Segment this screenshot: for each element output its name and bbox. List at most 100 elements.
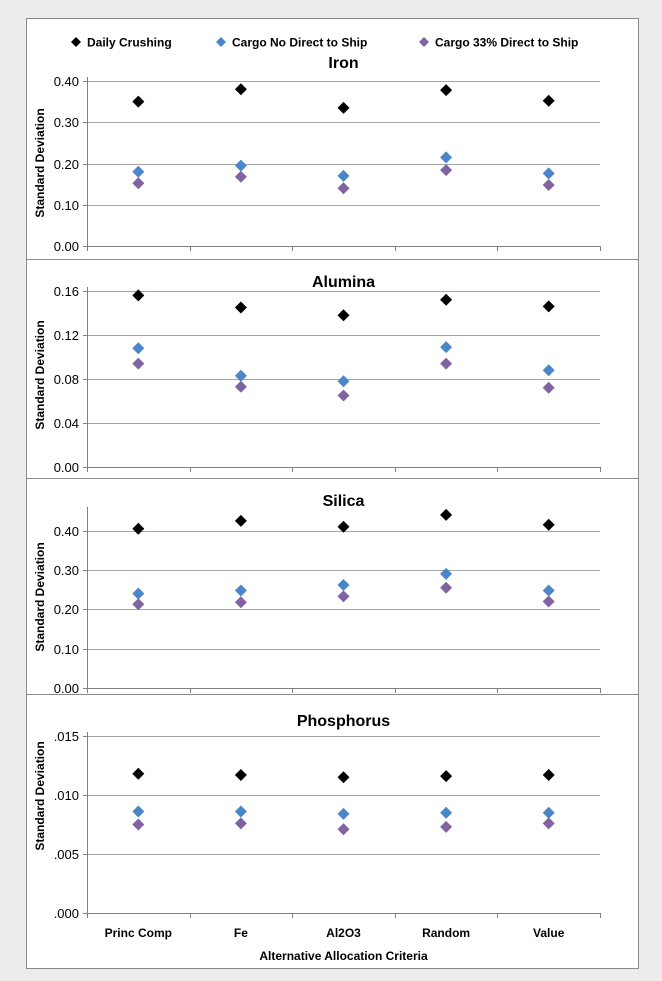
y-axis-title-iron: Standard Deviation [33, 108, 47, 217]
y-tick-label-iron: 0.10 [54, 198, 79, 213]
y-tick-label-silica: 0.00 [54, 681, 79, 696]
data-point-iron-cargo-no-direct-to-ship-random [440, 151, 453, 164]
data-point-alumina-daily-crushing-princ-comp [132, 289, 145, 302]
data-point-silica-cargo-no-direct-to-ship-al2o3 [337, 578, 350, 591]
panel-frame-silica [26, 478, 639, 695]
data-point-iron-cargo-no-direct-to-ship-fe [234, 159, 247, 172]
data-point-iron-daily-crushing-value [542, 94, 555, 107]
y-tick-label-silica: 0.10 [54, 642, 79, 657]
data-point-silica-daily-crushing-fe [234, 514, 247, 527]
data-point-phosphorus-cargo-no-direct-to-ship-value [542, 806, 555, 819]
data-point-silica-cargo-no-direct-to-ship-fe [234, 584, 247, 597]
y-tick-label-iron: 0.00 [54, 239, 79, 254]
legend-marker-daily-crushing [71, 37, 81, 47]
panel-title-phosphorus: Phosphorus [297, 713, 390, 730]
legend-marker-cargo-33-direct-to-ship [419, 37, 429, 47]
data-point-phosphorus-cargo-no-direct-to-ship-al2o3 [337, 807, 350, 820]
panel-title-alumina: Alumina [312, 274, 375, 291]
data-point-alumina-cargo-no-direct-to-ship-al2o3 [337, 375, 350, 388]
data-point-iron-cargo-no-direct-to-ship-al2o3 [337, 169, 350, 182]
x-category-label-princ-comp: Princ Comp [105, 926, 172, 940]
y-tick-label-iron: 0.20 [54, 157, 79, 172]
data-point-phosphorus-daily-crushing-al2o3 [337, 771, 350, 784]
y-tick-label-phosphorus: .000 [54, 906, 79, 921]
panel-title-silica: Silica [323, 493, 365, 510]
data-point-alumina-daily-crushing-al2o3 [337, 309, 350, 322]
data-point-alumina-daily-crushing-random [440, 293, 453, 306]
panel-frame-iron [26, 18, 639, 260]
y-tick-label-iron: 0.30 [54, 115, 79, 130]
y-tick-label-iron: 0.40 [54, 74, 79, 89]
x-category-label-al2o3: Al2O3 [326, 926, 361, 940]
data-point-iron-cargo-33-direct-to-ship-al2o3 [337, 182, 350, 195]
data-point-phosphorus-cargo-33-direct-to-ship-random [440, 820, 453, 833]
x-category-label-fe: Fe [234, 926, 248, 940]
y-tick-label-phosphorus: .010 [54, 788, 79, 803]
x-category-label-random: Random [422, 926, 470, 940]
legend-label-cargo-no-direct-to-ship: Cargo No Direct to Ship [232, 36, 367, 50]
data-point-phosphorus-cargo-33-direct-to-ship-value [542, 817, 555, 830]
x-axis-title: Alternative Allocation Criteria [259, 949, 428, 963]
data-point-phosphorus-cargo-no-direct-to-ship-random [440, 806, 453, 819]
data-point-phosphorus-daily-crushing-fe [234, 768, 247, 781]
data-point-phosphorus-cargo-33-direct-to-ship-fe [234, 817, 247, 830]
data-point-silica-cargo-33-direct-to-ship-value [542, 595, 555, 608]
data-point-silica-daily-crushing-princ-comp [132, 522, 145, 535]
data-point-silica-cargo-33-direct-to-ship-al2o3 [337, 590, 350, 603]
data-point-phosphorus-cargo-33-direct-to-ship-al2o3 [337, 823, 350, 836]
data-point-silica-cargo-33-direct-to-ship-random [440, 581, 453, 594]
legend-marker-cargo-no-direct-to-ship [216, 37, 226, 47]
data-point-phosphorus-daily-crushing-princ-comp [132, 767, 145, 780]
data-point-alumina-cargo-no-direct-to-ship-fe [234, 369, 247, 382]
data-point-iron-daily-crushing-princ-comp [132, 95, 145, 108]
legend-label-daily-crushing: Daily Crushing [87, 36, 172, 50]
data-point-iron-cargo-no-direct-to-ship-princ-comp [132, 165, 145, 178]
data-point-iron-cargo-33-direct-to-ship-fe [234, 170, 247, 183]
data-point-iron-cargo-no-direct-to-ship-value [542, 167, 555, 180]
data-point-silica-cargo-33-direct-to-ship-fe [234, 596, 247, 609]
data-point-iron-cargo-33-direct-to-ship-princ-comp [132, 177, 145, 190]
legend-label-cargo-33-direct-to-ship: Cargo 33% Direct to Ship [435, 36, 578, 50]
data-point-silica-daily-crushing-value [542, 518, 555, 531]
data-point-alumina-cargo-no-direct-to-ship-princ-comp [132, 342, 145, 355]
data-point-alumina-cargo-33-direct-to-ship-random [440, 357, 453, 370]
data-point-iron-daily-crushing-fe [234, 83, 247, 96]
data-point-alumina-daily-crushing-fe [234, 301, 247, 314]
data-point-alumina-daily-crushing-value [542, 300, 555, 313]
data-point-phosphorus-cargo-33-direct-to-ship-princ-comp [132, 818, 145, 831]
panel-frame-phosphorus [26, 694, 639, 969]
data-point-alumina-cargo-33-direct-to-ship-fe [234, 380, 247, 393]
panel-frame-alumina [26, 259, 639, 481]
data-point-silica-cargo-no-direct-to-ship-random [440, 567, 453, 580]
data-point-silica-cargo-no-direct-to-ship-value [542, 584, 555, 597]
data-point-silica-cargo-33-direct-to-ship-princ-comp [132, 598, 145, 611]
data-point-alumina-cargo-no-direct-to-ship-value [542, 364, 555, 377]
y-tick-label-silica: 0.40 [54, 524, 79, 539]
y-axis-title-silica: Standard Deviation [33, 542, 47, 651]
data-point-silica-daily-crushing-random [440, 508, 453, 521]
data-point-iron-daily-crushing-random [440, 84, 453, 97]
x-category-label-value: Value [533, 926, 565, 940]
data-point-alumina-cargo-33-direct-to-ship-al2o3 [337, 389, 350, 402]
data-point-phosphorus-daily-crushing-random [440, 770, 453, 783]
data-point-iron-cargo-33-direct-to-ship-value [542, 178, 555, 191]
y-tick-label-alumina: 0.16 [54, 284, 79, 299]
y-tick-label-alumina: 0.00 [54, 460, 79, 475]
data-point-silica-cargo-no-direct-to-ship-princ-comp [132, 587, 145, 600]
y-tick-label-silica: 0.20 [54, 602, 79, 617]
y-tick-label-alumina: 0.08 [54, 372, 79, 387]
data-point-phosphorus-daily-crushing-value [542, 768, 555, 781]
data-point-iron-daily-crushing-al2o3 [337, 101, 350, 114]
y-tick-label-alumina: 0.04 [54, 416, 79, 431]
y-tick-label-alumina: 0.12 [54, 328, 79, 343]
y-tick-label-phosphorus: .015 [54, 729, 79, 744]
data-point-phosphorus-cargo-no-direct-to-ship-fe [234, 805, 247, 818]
data-point-phosphorus-cargo-no-direct-to-ship-princ-comp [132, 805, 145, 818]
y-axis-title-phosphorus: Standard Deviation [33, 741, 47, 850]
y-axis-title-alumina: Standard Deviation [33, 320, 47, 429]
y-tick-label-silica: 0.30 [54, 563, 79, 578]
data-point-silica-daily-crushing-al2o3 [337, 520, 350, 533]
data-point-alumina-cargo-33-direct-to-ship-princ-comp [132, 357, 145, 370]
